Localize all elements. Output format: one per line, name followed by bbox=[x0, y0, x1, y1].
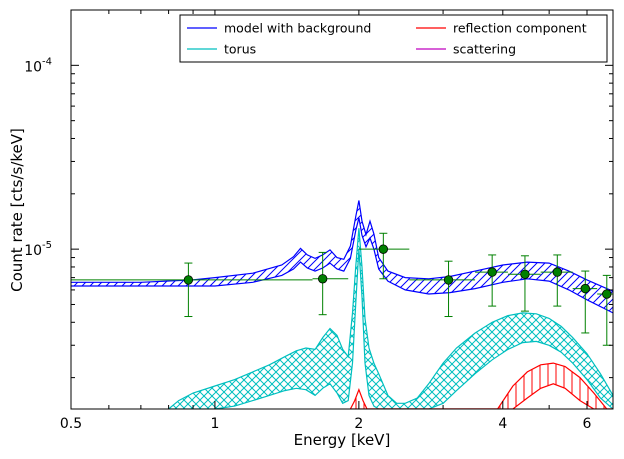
x-tick-label: 1 bbox=[210, 416, 219, 432]
x-axis-label: Energy [keV] bbox=[294, 431, 391, 449]
x-tick-label: 6 bbox=[583, 416, 592, 432]
plot-frame bbox=[70, 9, 614, 410]
x-tick-label: 2 bbox=[354, 416, 363, 432]
torus-upper-line bbox=[168, 228, 613, 409]
legend-entry-model-with-background: model with background bbox=[187, 21, 371, 36]
legend-label: scattering bbox=[453, 42, 516, 57]
data-marker bbox=[378, 244, 389, 254]
legend-label: torus bbox=[224, 42, 256, 57]
legend-entry-scattering: scattering bbox=[416, 42, 516, 57]
data-marker bbox=[183, 275, 194, 285]
x-tick-label: 0.5 bbox=[60, 416, 82, 432]
reflection-component-band bbox=[350, 363, 613, 409]
x-tick-label: 4 bbox=[498, 416, 507, 432]
data-point-4 bbox=[409, 260, 476, 318]
data-point-7 bbox=[540, 254, 573, 307]
data-marker bbox=[520, 269, 530, 279]
torus-band bbox=[168, 228, 613, 409]
data-point-2 bbox=[312, 251, 349, 316]
data-point-8 bbox=[572, 270, 598, 334]
legend: model with background reflection componen… bbox=[179, 14, 608, 63]
legend-label: model with background bbox=[224, 21, 371, 36]
data-marker bbox=[580, 283, 590, 294]
reflection-component-upper-line bbox=[349, 362, 613, 409]
data-marker bbox=[443, 275, 454, 285]
data-marker bbox=[602, 289, 612, 299]
data-marker bbox=[317, 274, 328, 284]
legend-label: reflection component bbox=[453, 21, 587, 36]
reflection-component-lower-line bbox=[350, 383, 613, 409]
model-with-background-band bbox=[71, 200, 613, 313]
data-marker bbox=[487, 267, 497, 277]
data-point-9 bbox=[597, 274, 613, 346]
data-point-3 bbox=[358, 232, 410, 280]
torus-lower-line bbox=[168, 249, 613, 409]
data-point-6 bbox=[507, 255, 541, 312]
model-with-background-lower-line bbox=[71, 217, 613, 314]
data-point-5 bbox=[475, 254, 508, 307]
y-axis-label: Count rate [cts/s/keV] bbox=[8, 128, 26, 292]
legend-entry-torus: torus bbox=[187, 42, 256, 57]
y-tick-label: 10-4 bbox=[24, 56, 52, 75]
legend-box bbox=[179, 14, 608, 63]
y-tick-label: 10-5 bbox=[24, 240, 52, 259]
data-point-1 bbox=[71, 262, 313, 318]
legend-entry-reflection-component: reflection component bbox=[416, 21, 587, 36]
model-with-background-upper-line bbox=[71, 200, 613, 292]
data-marker bbox=[552, 267, 562, 277]
